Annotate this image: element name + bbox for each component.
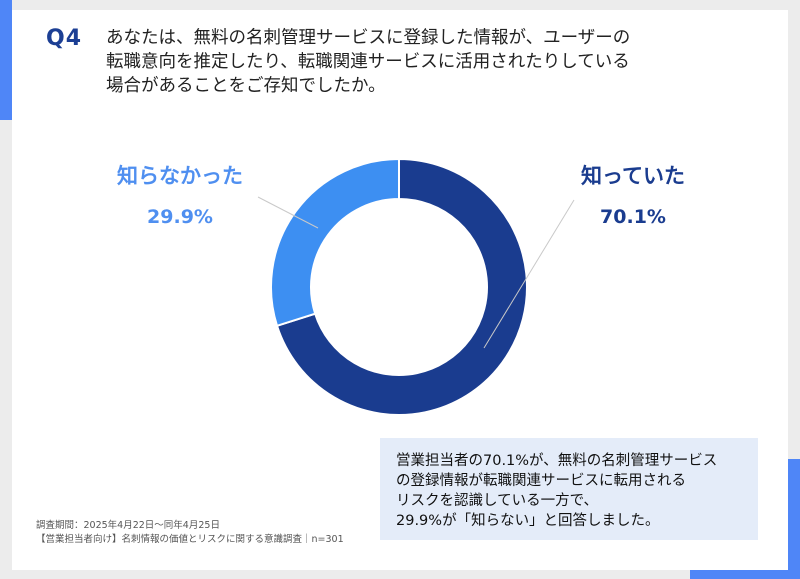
leader-line-knew xyxy=(483,199,575,349)
accent-bar-top-left xyxy=(0,0,12,120)
summary-box: 営業担当者の70.1%が、無料の名刺管理サービス の登録情報が転職関連サービスに… xyxy=(380,438,758,540)
label-knew-name: 知っていた xyxy=(581,164,685,188)
question-number: Q4 xyxy=(46,26,83,51)
summary-line: 営業担当者の70.1%が、無料の名刺管理サービス xyxy=(396,453,718,469)
summary-line: リスクを認識している一方で、 xyxy=(396,493,598,509)
label-did-not-know-pct: 29.9% xyxy=(147,206,213,228)
question-line: 場合があることをご存知でしたか。 xyxy=(106,76,386,96)
source-note: 調査期間：2025年4月22日～同年4月25日 【営業担当者向け】名刺情報の価値… xyxy=(36,519,344,547)
question-line: 転職意向を推定したり、転職関連サービスに活用されたりしている xyxy=(106,52,630,72)
leader-line-did-not-know xyxy=(257,196,319,229)
label-knew: 知っていた 70.1% xyxy=(568,160,698,228)
slice-knew xyxy=(275,157,528,416)
source-line: 調査期間：2025年4月22日～同年4月25日 xyxy=(36,520,220,531)
source-line: 【営業担当者向け】名刺情報の価値とリスクに関する意識調査｜n=301 xyxy=(36,534,344,545)
slice-did-not-know xyxy=(270,157,400,328)
summary-line: の登録情報が転職関連サービスに転用される xyxy=(396,473,686,489)
accent-bar-bottom-right xyxy=(788,459,800,579)
accent-bar-bottom xyxy=(690,569,800,579)
question-text: あなたは、無料の名刺管理サービスに登録した情報が、ユーザーの 転職意向を推定した… xyxy=(106,26,726,98)
label-knew-pct: 70.1% xyxy=(600,206,666,228)
summary-line: 29.9%が「知らない」と回答しました。 xyxy=(396,513,660,529)
label-did-not-know-name: 知らなかった xyxy=(117,164,243,188)
question-line: あなたは、無料の名刺管理サービスに登録した情報が、ユーザーの xyxy=(106,28,631,48)
label-did-not-know: 知らなかった 29.9% xyxy=(90,160,270,228)
